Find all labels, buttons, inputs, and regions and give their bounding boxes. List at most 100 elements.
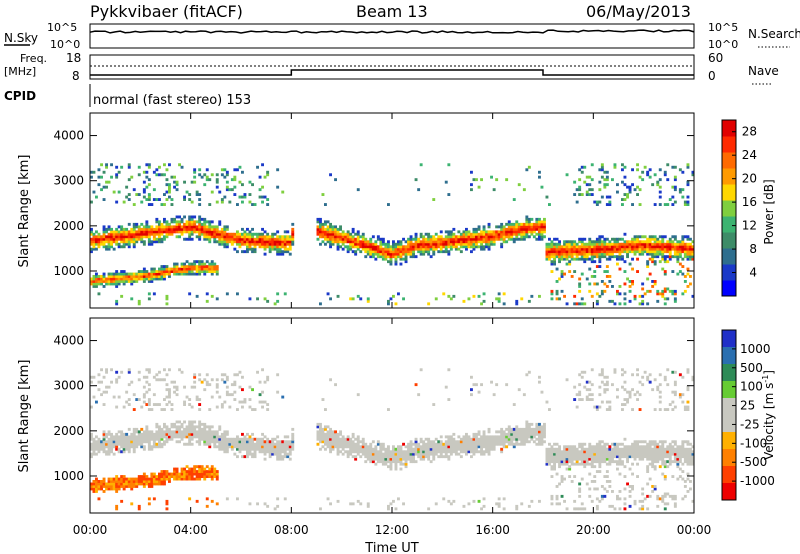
- velocity-cell: [548, 442, 551, 446]
- power-cell: [676, 242, 680, 246]
- velocity-cell: [95, 487, 98, 491]
- velocity-cell: [409, 450, 413, 454]
- velocity-cell: [392, 460, 395, 464]
- velocity-cell: [198, 422, 202, 426]
- velocity-cell: [336, 499, 340, 503]
- power-cell: [392, 255, 395, 259]
- power-cell: [424, 242, 428, 246]
- velocity-cell: [585, 452, 589, 456]
- velocity-cell: [321, 445, 325, 449]
- velocity-cell: [593, 405, 597, 409]
- power-cell: [512, 227, 516, 231]
- power-cell: [686, 257, 690, 261]
- velocity-cell: [140, 442, 144, 446]
- velocity-cell: [125, 445, 129, 449]
- power-cell: [127, 165, 131, 169]
- velocity-cell: [548, 460, 551, 464]
- power-cell: [447, 294, 451, 298]
- velocity-cell: [150, 435, 154, 439]
- power-cell: [419, 163, 423, 167]
- power-cell: [271, 232, 275, 236]
- velocity-cell: [593, 480, 597, 483]
- power-cell: [459, 232, 463, 236]
- power-cell: [334, 237, 337, 241]
- power-cell: [641, 245, 645, 249]
- power-cell: [429, 240, 433, 244]
- power-cell: [671, 165, 675, 169]
- velocity-cell: [170, 408, 174, 411]
- velocity-cell: [175, 420, 179, 424]
- velocity-cell: [336, 440, 340, 444]
- power-cell: [135, 277, 139, 281]
- velocity-cell: [522, 435, 526, 439]
- velocity-cell: [492, 440, 496, 444]
- velocity-cell: [527, 430, 531, 434]
- velocity-cell: [540, 432, 544, 436]
- velocity-cell: [112, 437, 116, 441]
- power-cell: [344, 237, 348, 241]
- velocity-cell: [281, 442, 285, 446]
- velocity-cell: [283, 440, 287, 444]
- power-cell: [555, 297, 559, 301]
- power-cell: [595, 242, 599, 246]
- power-cell: [661, 242, 665, 246]
- power-cell: [137, 193, 141, 196]
- velocity-cell: [152, 442, 156, 446]
- velocity-cell: [158, 472, 161, 476]
- velocity-cell: [553, 452, 556, 456]
- velocity-cell: [452, 499, 456, 503]
- power-cell: [173, 230, 176, 234]
- power-cell: [538, 220, 541, 224]
- velocity-cell: [175, 475, 179, 478]
- velocity-cell: [381, 445, 385, 449]
- power-cell: [273, 240, 277, 244]
- velocity-cell: [364, 447, 368, 451]
- velocity-cell: [585, 450, 589, 454]
- velocity-cell: [641, 447, 645, 451]
- velocity-cell: [127, 383, 131, 387]
- velocity-cell: [122, 435, 126, 439]
- velocity-cell: [543, 440, 546, 444]
- power-cell: [158, 275, 161, 278]
- power-cell: [500, 232, 504, 236]
- velocity-cell: [384, 462, 388, 466]
- power-cell: [515, 222, 519, 226]
- power-cell: [454, 237, 458, 241]
- power-cell: [651, 247, 655, 251]
- power-cell: [467, 237, 471, 241]
- velocity-cell: [228, 442, 232, 446]
- velocity-cell: [507, 437, 511, 441]
- velocity-cell: [140, 482, 144, 486]
- velocity-cell: [568, 465, 572, 469]
- velocity-cell: [381, 455, 385, 459]
- power-cell: [686, 247, 690, 251]
- power-cell: [527, 220, 531, 224]
- velocity-cell: [477, 440, 481, 444]
- power-cell: [263, 175, 267, 179]
- power-cell: [419, 240, 423, 244]
- power-cell: [210, 265, 214, 268]
- power-cell: [656, 250, 660, 254]
- velocity-cell: [603, 375, 607, 379]
- power-cell: [414, 245, 418, 249]
- velocity-cell: [319, 422, 322, 426]
- velocity-cell: [485, 450, 488, 454]
- power-cell: [538, 237, 541, 241]
- power-cell: [585, 183, 589, 187]
- velocity-cell: [316, 435, 320, 439]
- velocity-cell: [135, 427, 139, 431]
- velocity-cell: [636, 368, 639, 372]
- velocity-cell: [661, 497, 665, 501]
- power-cell: [225, 245, 229, 249]
- power-cell: [286, 230, 290, 234]
- velocity-cell: [558, 462, 561, 466]
- velocity-cell: [213, 442, 217, 446]
- power-cell: [251, 235, 254, 239]
- power-cell: [198, 173, 202, 177]
- power-cell: [387, 260, 390, 264]
- velocity-cell: [550, 452, 554, 456]
- power-cell: [520, 227, 524, 231]
- power-cell: [560, 252, 564, 256]
- power-cell: [404, 245, 408, 249]
- velocity-cell: [454, 445, 458, 449]
